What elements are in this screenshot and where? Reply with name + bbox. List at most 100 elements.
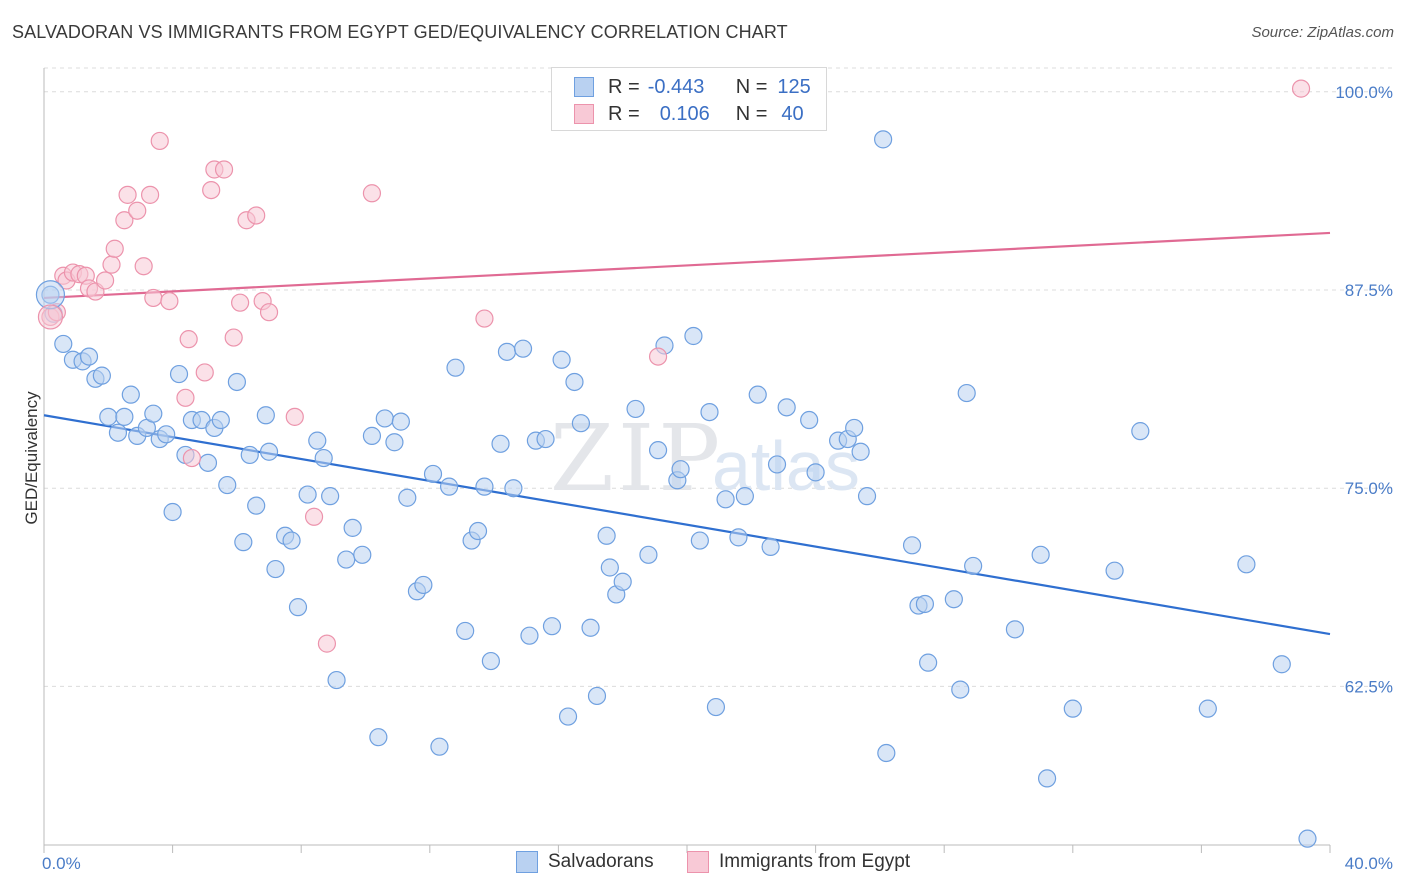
data-point [144, 288, 163, 308]
data-point [520, 626, 539, 645]
data-point [391, 412, 410, 431]
data-point [259, 442, 279, 461]
data-point [37, 304, 64, 330]
data-point [587, 686, 607, 706]
data-point [1291, 79, 1311, 98]
data-point [558, 707, 578, 726]
legend-row-salvadorans: R = -0.443 N = 125 [574, 74, 811, 100]
data-point [169, 364, 189, 384]
data-point [414, 575, 433, 595]
data-point [234, 533, 253, 552]
data-point [919, 653, 938, 672]
data-point [491, 434, 510, 453]
data-point [851, 442, 870, 461]
data-point [1105, 561, 1124, 580]
data-point [150, 131, 169, 151]
data-point [343, 518, 362, 537]
data-point [716, 490, 735, 509]
data-point [497, 342, 517, 361]
data-point [761, 537, 780, 556]
data-point [224, 328, 243, 347]
chart-title: SALVADORAN VS IMMIGRANTS FROM EGYPT GED/… [12, 22, 788, 42]
data-point [140, 185, 160, 204]
data-point [684, 326, 703, 346]
data-point [877, 743, 896, 763]
data-point [160, 292, 179, 311]
data-point [1005, 620, 1025, 639]
data-point [285, 407, 304, 426]
source-credit: Source: ZipAtlas.com [1251, 24, 1394, 41]
data-point [481, 651, 500, 671]
data-point [706, 697, 726, 717]
data-point [571, 414, 591, 433]
data-point [202, 181, 221, 200]
data-point [266, 559, 285, 579]
legend-swatch-pink [574, 104, 594, 124]
data-point [446, 358, 465, 377]
n-value: 125 [777, 75, 811, 98]
series-salvadorans [41, 130, 1317, 848]
data-point [118, 185, 137, 204]
data-point [362, 184, 382, 203]
data-point [308, 431, 327, 450]
data-point [385, 433, 404, 452]
correlation-legend: R = -0.443 N = 125 R = 0.106 N = 40 [551, 67, 827, 131]
data-point [115, 407, 134, 426]
data-point [1237, 555, 1256, 574]
data-point [95, 271, 115, 290]
data-point [565, 372, 584, 392]
data-point [767, 455, 787, 474]
data-point [648, 441, 668, 460]
y-axis-label: GED/Equivalency [22, 391, 41, 525]
legend-row-egypt: R = 0.106 N = 40 [574, 101, 804, 127]
data-point [321, 487, 340, 506]
data-point [648, 347, 668, 366]
data-point [1031, 545, 1050, 564]
grid-lines [44, 67, 1394, 687]
data-point [157, 425, 176, 444]
data-point [259, 303, 279, 322]
data-point [298, 485, 317, 504]
data-point [874, 130, 893, 149]
data-point [79, 347, 99, 366]
data-point [536, 429, 555, 449]
data-point [690, 531, 709, 550]
data-point [99, 407, 118, 426]
data-point [964, 556, 983, 576]
data-point [304, 507, 324, 526]
data-point [671, 460, 690, 479]
data-point [240, 445, 259, 465]
data-point [468, 521, 488, 541]
data-point [144, 404, 163, 423]
data-point [777, 398, 796, 417]
data-point [247, 496, 266, 515]
x-tick-label: 40.0% [1345, 854, 1393, 873]
data-point [176, 388, 195, 407]
data-point [944, 590, 963, 609]
r-label: R = [608, 75, 640, 98]
data-point [214, 160, 234, 179]
data-point [92, 366, 111, 385]
y-tick-label: 75.0% [1345, 479, 1393, 498]
trend-lines [43, 231, 1331, 636]
data-point [957, 383, 976, 403]
y-tick-label: 62.5% [1345, 677, 1393, 696]
data-point [735, 487, 754, 506]
data-point [314, 448, 333, 468]
data-point [729, 528, 748, 547]
data-point [227, 372, 246, 392]
data-point [700, 403, 719, 422]
data-point [369, 728, 388, 747]
data-point [800, 410, 819, 430]
legend-label: Immigrants from Egypt [719, 851, 911, 872]
data-point [600, 558, 619, 577]
data-point [552, 350, 571, 369]
data-point [513, 339, 533, 358]
data-point [748, 385, 767, 404]
data-point [362, 426, 382, 445]
data-point [504, 479, 523, 498]
r-label: R = [608, 102, 640, 125]
data-point [218, 475, 237, 495]
data-point [163, 502, 182, 522]
